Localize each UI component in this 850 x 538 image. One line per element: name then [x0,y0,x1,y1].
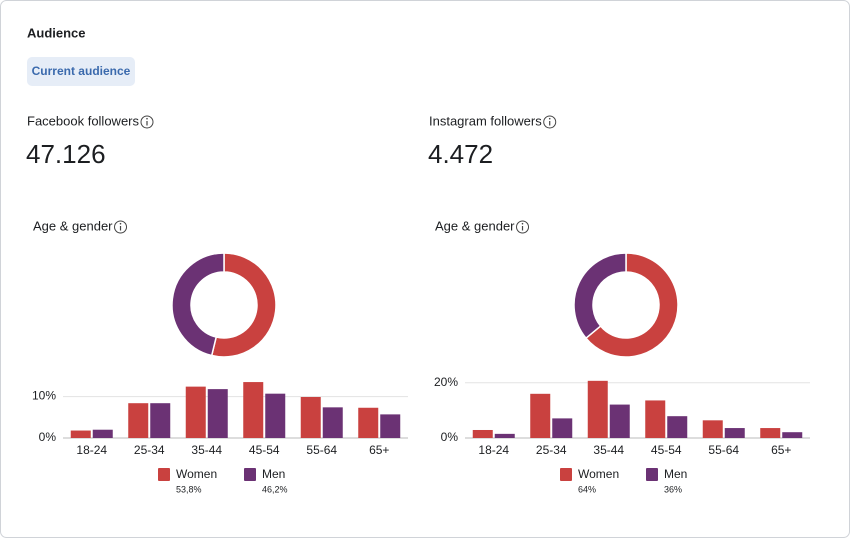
tab-button[interactable] [27,57,135,86]
bar [300,396,321,438]
followers-label: Instagram followers [429,113,542,128]
bar [552,418,573,438]
tab-label[interactable]: Current audience [32,64,131,78]
y-tick-label: 20% [434,375,458,389]
bar [724,428,745,438]
legend-percent: 53,8% [176,484,202,494]
bar [128,403,149,438]
info-icon[interactable] [114,220,128,234]
bar [70,430,91,438]
x-tick-label: 35-44 [191,443,222,457]
legend-swatch[interactable] [244,468,256,481]
info-icon-dot [548,117,551,120]
legend-label[interactable]: Women [176,467,217,481]
bar [760,428,781,438]
x-tick-label: 45-54 [651,443,682,457]
legend-percent: 46,2% [262,484,288,494]
x-tick-label: 55-64 [708,443,739,457]
x-tick-label: 18-24 [478,443,509,457]
legend-swatch[interactable] [646,468,658,481]
info-icon-dot [146,117,148,120]
donut-slice [573,252,627,340]
legend-swatch[interactable] [560,468,572,481]
legend-label[interactable]: Men [262,467,285,481]
bar [185,386,206,438]
x-tick-label: 35-44 [593,443,624,457]
bar [667,416,688,438]
legend-label[interactable]: Women [578,467,619,481]
info-icon[interactable] [140,115,154,129]
legend-percent: 36% [664,484,682,494]
followers-count: 4.472 [428,139,493,169]
bar [322,407,343,438]
bar [472,429,493,438]
legend-label[interactable]: Men [664,467,687,481]
x-tick-label: 45-54 [249,443,280,457]
bar [702,420,723,438]
info-icon[interactable] [543,115,557,129]
bar [243,382,264,438]
donut-slice [210,252,277,358]
bar [587,380,608,438]
followers-count: 47.126 [26,139,106,169]
bar [645,400,666,438]
y-tick-label: 0% [441,430,459,444]
bar [609,404,630,438]
info-icon-dot [119,222,122,225]
x-tick-label: 25-34 [134,443,165,457]
followers-label: Facebook followers [27,113,139,128]
bar [265,393,286,438]
donut-slice [584,252,679,358]
y-tick-label: 0% [39,430,57,444]
chart-title: Age & gender [33,218,113,233]
bar [380,414,401,438]
y-tick-label: 10% [32,389,56,403]
legend-swatch[interactable] [158,468,170,481]
legend-percent: 64% [578,484,596,494]
chart-title: Age & gender [435,218,515,233]
x-tick-label: 65+ [771,443,791,457]
bar [494,433,515,438]
section-title: Audience [27,25,86,40]
info-icon-dot [521,222,524,225]
bar [92,429,113,438]
donut-slice [171,252,225,357]
x-tick-label: 55-64 [306,443,337,457]
bar [150,403,171,438]
x-tick-label: 18-24 [76,443,107,457]
bar [358,407,379,438]
bar [207,389,228,438]
info-icon[interactable] [516,220,530,234]
bar [782,432,803,438]
x-tick-label: 65+ [369,443,389,457]
bar [530,393,551,438]
x-tick-label: 25-34 [536,443,567,457]
